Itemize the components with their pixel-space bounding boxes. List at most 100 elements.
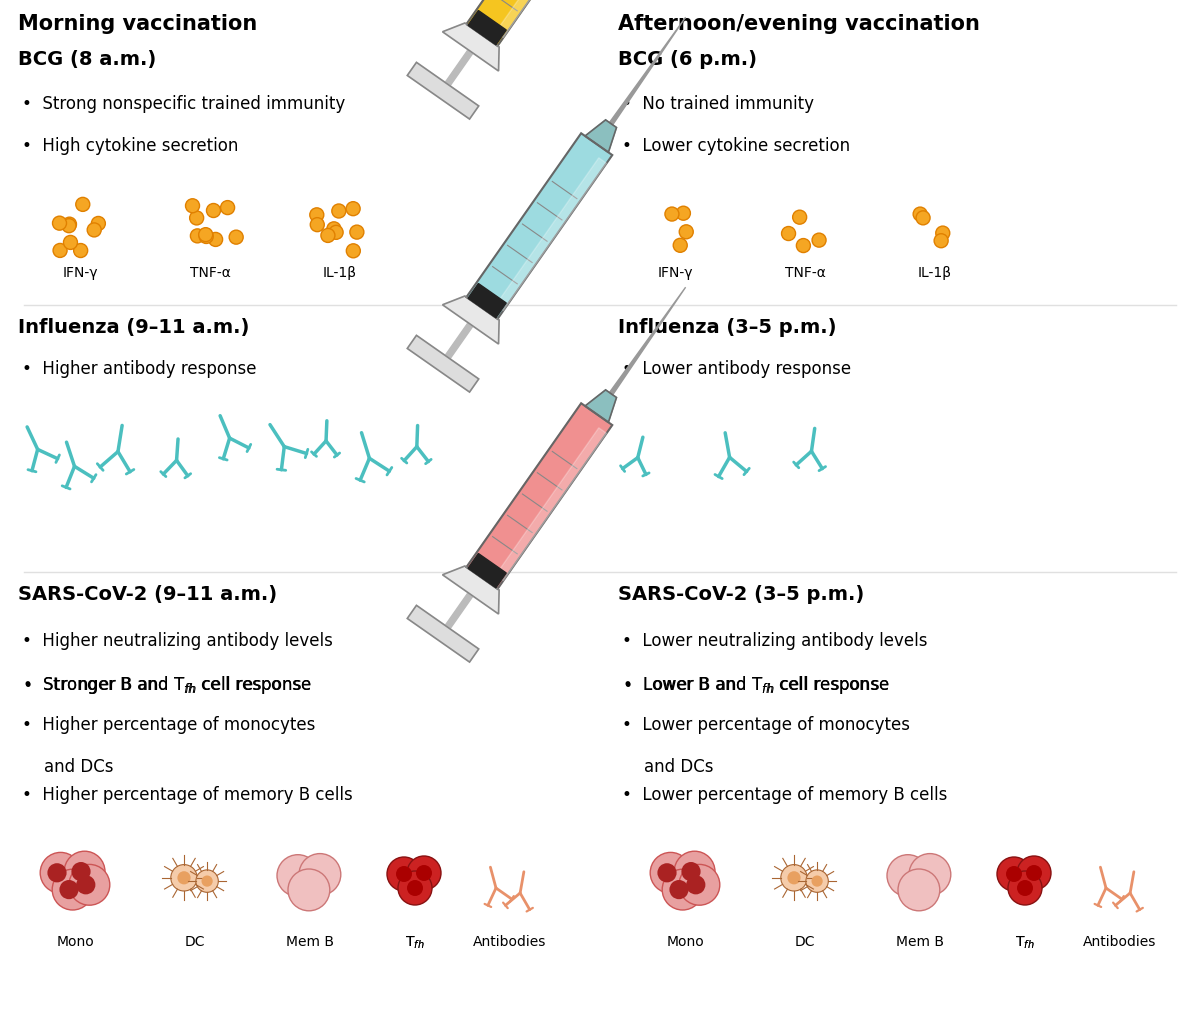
- Circle shape: [781, 227, 796, 241]
- Text: Mono: Mono: [56, 935, 94, 949]
- Circle shape: [310, 208, 324, 221]
- Text: IL-1β: IL-1β: [323, 266, 358, 280]
- Circle shape: [199, 228, 212, 242]
- Circle shape: [91, 216, 106, 231]
- Text: •  Higher neutralizing antibody levels: • Higher neutralizing antibody levels: [22, 632, 332, 650]
- Polygon shape: [586, 120, 617, 153]
- Polygon shape: [443, 23, 499, 71]
- Circle shape: [686, 875, 706, 895]
- Circle shape: [326, 221, 341, 236]
- Text: •  Lower cytokine secretion: • Lower cytokine secretion: [622, 137, 850, 155]
- Circle shape: [64, 851, 106, 892]
- Text: •  Lower percentage of monocytes: • Lower percentage of monocytes: [622, 716, 910, 734]
- Circle shape: [62, 218, 76, 233]
- Polygon shape: [467, 0, 612, 46]
- Text: •  Higher percentage of memory B cells: • Higher percentage of memory B cells: [22, 786, 353, 804]
- Polygon shape: [407, 63, 479, 119]
- Polygon shape: [443, 296, 499, 344]
- Circle shape: [781, 865, 808, 891]
- Circle shape: [299, 854, 341, 896]
- Circle shape: [1018, 880, 1033, 896]
- Polygon shape: [468, 10, 506, 45]
- Circle shape: [170, 865, 197, 891]
- Text: Mono: Mono: [666, 935, 704, 949]
- Text: •  Stronger B and T$_{fh}$ cell response: • Stronger B and T$_{fh}$ cell response: [22, 674, 312, 696]
- Circle shape: [53, 869, 94, 910]
- Polygon shape: [467, 133, 612, 319]
- Circle shape: [679, 864, 720, 905]
- Circle shape: [41, 853, 82, 893]
- Text: T$_{fh}$: T$_{fh}$: [406, 935, 425, 951]
- Circle shape: [1018, 856, 1051, 890]
- Circle shape: [811, 875, 823, 887]
- Circle shape: [199, 230, 214, 244]
- Circle shape: [320, 229, 335, 243]
- Text: and DCs: and DCs: [644, 758, 714, 776]
- Circle shape: [1006, 866, 1022, 882]
- Circle shape: [347, 244, 360, 258]
- Circle shape: [386, 857, 421, 891]
- Circle shape: [346, 202, 360, 215]
- Text: Antibodies: Antibodies: [1084, 935, 1157, 949]
- Text: and DCs: and DCs: [44, 758, 114, 776]
- Circle shape: [793, 210, 806, 224]
- Text: Morning vaccination: Morning vaccination: [18, 14, 257, 34]
- Text: Afternoon/evening vaccination: Afternoon/evening vaccination: [618, 14, 980, 34]
- Text: T$_{fh}$: T$_{fh}$: [1015, 935, 1034, 951]
- Polygon shape: [445, 576, 485, 629]
- Polygon shape: [468, 284, 506, 318]
- Polygon shape: [467, 403, 612, 589]
- Circle shape: [53, 216, 66, 231]
- Circle shape: [64, 236, 78, 249]
- Polygon shape: [443, 566, 499, 614]
- Circle shape: [396, 866, 412, 882]
- Circle shape: [72, 862, 91, 882]
- Circle shape: [77, 875, 96, 895]
- Text: SARS-CoV-2 (9–11 a.m.): SARS-CoV-2 (9–11 a.m.): [18, 585, 277, 604]
- Circle shape: [910, 854, 950, 896]
- Text: BCG (8 a.m.): BCG (8 a.m.): [18, 50, 156, 69]
- Circle shape: [916, 211, 930, 224]
- Text: SARS-CoV-2 (3–5 p.m.): SARS-CoV-2 (3–5 p.m.): [618, 585, 864, 604]
- Circle shape: [48, 863, 67, 883]
- Polygon shape: [407, 606, 479, 662]
- Text: DC: DC: [794, 935, 815, 949]
- Circle shape: [658, 863, 677, 883]
- Text: •  Higher percentage of monocytes: • Higher percentage of monocytes: [22, 716, 316, 734]
- Circle shape: [190, 211, 204, 224]
- Text: •  High cytokine secretion: • High cytokine secretion: [22, 137, 239, 155]
- Circle shape: [913, 207, 928, 221]
- Text: TNF-α: TNF-α: [785, 266, 826, 280]
- Circle shape: [650, 853, 691, 893]
- Text: •  Higher antibody response: • Higher antibody response: [22, 360, 257, 378]
- Circle shape: [407, 880, 424, 896]
- Circle shape: [288, 869, 330, 911]
- Circle shape: [332, 204, 346, 218]
- Text: •  Lower percentage of memory B cells: • Lower percentage of memory B cells: [622, 786, 947, 804]
- Circle shape: [797, 239, 810, 252]
- Circle shape: [60, 880, 79, 899]
- Text: Mem B: Mem B: [286, 935, 334, 949]
- Circle shape: [398, 871, 432, 905]
- Text: •  Lower neutralizing antibody levels: • Lower neutralizing antibody levels: [622, 632, 928, 650]
- Circle shape: [997, 857, 1031, 891]
- Circle shape: [196, 870, 218, 893]
- Circle shape: [677, 206, 690, 220]
- Circle shape: [88, 222, 101, 237]
- Text: •  No trained immunity: • No trained immunity: [622, 95, 814, 113]
- Circle shape: [812, 233, 826, 247]
- Circle shape: [936, 227, 949, 240]
- Circle shape: [934, 234, 948, 248]
- Circle shape: [186, 199, 199, 213]
- Circle shape: [206, 204, 221, 217]
- Circle shape: [670, 880, 689, 899]
- Circle shape: [673, 238, 688, 252]
- Polygon shape: [496, 0, 606, 38]
- Circle shape: [209, 233, 223, 246]
- Text: $\bullet$  Lower B and T$_{fh}$ cell response: $\bullet$ Lower B and T$_{fh}$ cell resp…: [622, 674, 890, 696]
- Circle shape: [311, 217, 324, 232]
- Circle shape: [674, 851, 715, 892]
- Text: IL-1β: IL-1β: [918, 266, 952, 280]
- Circle shape: [416, 865, 432, 882]
- Circle shape: [202, 875, 212, 887]
